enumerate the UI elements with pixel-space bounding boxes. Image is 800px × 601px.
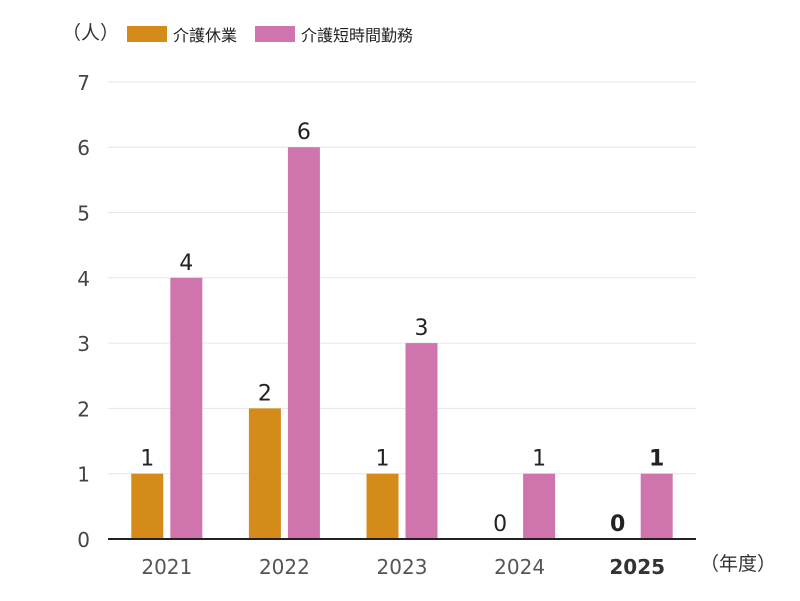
bar-short-hours-2022 (287, 147, 320, 539)
data-label: 3 (415, 316, 429, 341)
data-label: 4 (179, 251, 193, 276)
data-label: 1 (376, 447, 390, 472)
bar-care-leave-2021 (131, 473, 164, 539)
data-label: 1 (140, 447, 154, 472)
data-label: 6 (297, 120, 311, 145)
legend-swatch-care-leave (127, 26, 167, 42)
legend-swatch-short-hours (255, 26, 296, 42)
y-tick-label: 3 (77, 332, 90, 356)
y-tick-label: 2 (77, 397, 90, 421)
bar-short-hours-2021 (170, 277, 203, 539)
x-tick-label: 2023 (377, 555, 428, 579)
legend-label-short-hours: 介護短時間勤務 (301, 26, 414, 45)
chart-legend: 介護休業 介護短時間勤務 (127, 22, 431, 46)
bar-short-hours-2025 (640, 473, 673, 539)
data-label: 1 (532, 447, 546, 472)
data-label: 0 (493, 512, 507, 537)
x-tick-label: 2022 (259, 555, 310, 579)
data-label: 2 (258, 381, 272, 406)
bar-care-leave-2023 (366, 473, 399, 539)
x-tick-label: 2024 (494, 555, 545, 579)
y-axis-unit-label: （人） (62, 22, 120, 44)
x-tick-label: 2021 (141, 555, 192, 579)
bar-short-hours-2024 (523, 473, 556, 539)
x-axis-unit-label: （年度） (700, 553, 777, 575)
legend-item-care-leave: 介護休業 (127, 22, 237, 46)
y-tick-label: 6 (77, 136, 90, 160)
legend-item-short-hours: 介護短時間勤務 (255, 22, 413, 46)
y-tick-label: 5 (77, 202, 90, 226)
y-tick-label: 4 (77, 267, 90, 291)
x-tick-label: 2025 (609, 555, 665, 579)
bar-care-leave-2022 (248, 408, 281, 539)
legend-label-care-leave: 介護休業 (173, 26, 238, 45)
bar-short-hours-2023 (405, 343, 438, 539)
data-label: 0 (610, 512, 625, 537)
y-tick-label: 0 (77, 528, 90, 552)
data-label: 1 (649, 447, 664, 472)
y-tick-label: 7 (77, 71, 90, 95)
y-tick-label: 1 (77, 463, 90, 487)
